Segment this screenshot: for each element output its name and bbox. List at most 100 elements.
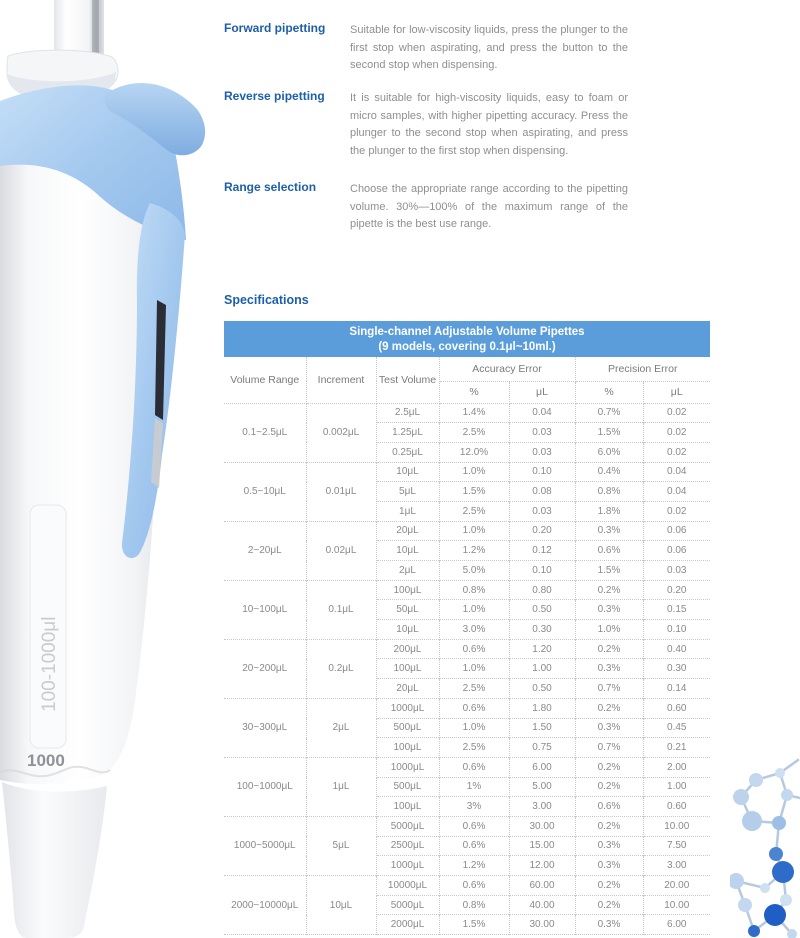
precision-pct-cell: 0.7% — [575, 678, 644, 699]
accuracy-pct-cell: 1.5% — [439, 914, 510, 935]
precision-pct-cell: 0.2% — [575, 579, 644, 600]
precision-ul-cell: 10.00 — [643, 815, 710, 837]
precision-pct-cell: 0.6% — [575, 540, 644, 561]
increment-cell: 0.02μL — [306, 520, 377, 581]
accuracy-pct-cell: 1.0% — [439, 520, 510, 541]
test-volume-cell: 5μL — [376, 481, 440, 502]
precision-pct-cell: 0.8% — [575, 481, 644, 502]
accuracy-ul-cell: 0.50 — [509, 678, 576, 699]
accuracy-ul-cell: 30.00 — [509, 914, 576, 935]
table-row: 100μL 2.5% 0.75 0.7% 0.21 — [224, 737, 710, 758]
table-row: 100μL 3% 3.00 0.6% 0.60 — [224, 796, 710, 817]
table-row: 1000~5000μL 5μL 5000μL 0.6% 30.00 0.2% 10.00 — [224, 815, 710, 876]
accuracy-pct-cell: 1.0% — [439, 599, 510, 620]
precision-pct-cell: 0.2% — [575, 756, 644, 778]
accuracy-ul-cell: 1.20 — [509, 638, 576, 659]
accuracy-pct-cell: 3.0% — [439, 619, 510, 640]
spec-table-grid: Volume Range Increment Test Volume Accur… — [224, 357, 710, 936]
precision-ul-cell: 0.02 — [643, 441, 710, 463]
accuracy-ul-cell: 0.03 — [509, 422, 576, 443]
precision-ul-cell: 0.02 — [643, 422, 710, 443]
accuracy-pct-cell: 0.6% — [439, 875, 510, 896]
volume-range-cell: 1000~5000μL — [224, 815, 307, 876]
accuracy-pct-cell: 5.0% — [439, 560, 510, 581]
precision-ul-cell: 6.00 — [643, 914, 710, 935]
precision-pct-cell: 0.6% — [575, 796, 644, 817]
accuracy-pct-cell: 0.8% — [439, 894, 510, 915]
accuracy-ul-cell: 0.04 — [509, 402, 576, 423]
molecule-atoms — [730, 768, 797, 938]
precision-ul-cell: 0.60 — [643, 697, 710, 718]
accuracy-pct-cell: 2.5% — [439, 737, 510, 758]
table-row: 0.5~10μL 0.01μL 10μL 1.0% 0.10 0.4% 0.04 — [224, 461, 710, 522]
subheader-precision-pct: % — [575, 381, 644, 404]
precision-ul-cell: 0.20 — [643, 579, 710, 600]
precision-ul-cell: 0.02 — [643, 402, 710, 423]
spec-table-body: 0.1~2.5μL 0.002μL 2.5μL 1.4% 0.04 0.7% 0.02 1.2… — [224, 402, 710, 935]
table-row: 0.1~2.5μL 0.002μL 2.5μL 1.4% 0.04 0.7% 0.02 — [224, 402, 710, 463]
accuracy-pct-cell: 1.0% — [439, 461, 510, 482]
feature-text: Choose the appropriate range according t… — [350, 183, 628, 230]
subheader-precision-ul: μL — [643, 381, 710, 404]
test-volume-cell: 5000μL — [376, 894, 440, 915]
test-volume-cell: 5000μL — [376, 815, 440, 837]
accuracy-ul-cell: 12.00 — [509, 855, 576, 876]
test-volume-cell: 2000μL — [376, 914, 440, 935]
increment-cell: 0.1μL — [306, 579, 377, 640]
precision-ul-cell: 0.03 — [643, 560, 710, 581]
precision-pct-cell: 0.3% — [575, 717, 644, 738]
increment-cell: 1μL — [306, 756, 377, 817]
precision-pct-cell: 1.8% — [575, 500, 644, 522]
pipette-hook — [104, 83, 206, 156]
precision-pct-cell: 0.7% — [575, 737, 644, 758]
precision-ul-cell: 0.30 — [643, 658, 710, 679]
specifications-heading: Specifications — [224, 293, 309, 307]
test-volume-cell: 10μL — [376, 619, 440, 640]
accuracy-ul-cell: 0.20 — [509, 520, 576, 541]
precision-pct-cell: 6.0% — [575, 441, 644, 463]
accuracy-ul-cell: 5.00 — [509, 776, 576, 797]
pipette-body-seam — [0, 765, 111, 778]
table-row: 100~1000μL 1μL 1000μL 0.6% 6.00 0.2% 2.00 — [224, 756, 710, 817]
accuracy-ul-cell: 0.12 — [509, 540, 576, 561]
spec-table-title: Single-channel Adjustable Volume Pipette… — [224, 321, 710, 357]
precision-pct-cell: 0.2% — [575, 815, 644, 837]
table-row: 2500μL 0.6% 15.00 0.3% 7.50 — [224, 835, 710, 856]
test-volume-cell: 100μL — [376, 737, 440, 758]
precision-ul-cell: 3.00 — [643, 855, 710, 876]
increment-cell: 0.01μL — [306, 461, 377, 522]
volume-range-cell: 0.5~10μL — [224, 461, 307, 522]
precision-ul-cell: 0.10 — [643, 619, 710, 640]
volume-range-cell: 0.1~2.5μL — [224, 402, 307, 463]
accuracy-ul-cell: 0.30 — [509, 619, 576, 640]
accuracy-ul-cell: 0.03 — [509, 500, 576, 522]
pipette-image: 100-1000μl 1000 — [0, 0, 206, 938]
accuracy-ul-cell: 6.00 — [509, 756, 576, 778]
precision-ul-cell: 0.04 — [643, 461, 710, 482]
accuracy-ul-cell: 30.00 — [509, 815, 576, 837]
precision-pct-cell: 0.2% — [575, 894, 644, 915]
precision-pct-cell: 1.5% — [575, 560, 644, 581]
test-volume-cell: 100μL — [376, 658, 440, 679]
pipette-blue-strip — [121, 203, 185, 559]
accuracy-pct-cell: 1.2% — [439, 540, 510, 561]
spec-table-title-line2: (9 models, covering 0.1μl~10ml.) — [378, 340, 556, 353]
volume-range-cell: 100~1000μL — [224, 756, 307, 817]
test-volume-cell: 1000μL — [376, 756, 440, 778]
spec-table: Single-channel Adjustable Volume Pipette… — [224, 321, 710, 936]
test-volume-cell: 2.5μL — [376, 402, 440, 423]
feature-label: Range selection — [224, 180, 317, 194]
subheader-accuracy-ul: μL — [509, 381, 576, 404]
test-volume-cell: 500μL — [376, 776, 440, 797]
table-row: 5μL 1.5% 0.08 0.8% 0.04 — [224, 481, 710, 502]
accuracy-pct-cell: 2.5% — [439, 500, 510, 522]
pipette-window-trim — [151, 418, 163, 488]
precision-ul-cell: 0.60 — [643, 796, 710, 817]
volume-range-cell: 2000~10000μL — [224, 874, 307, 935]
precision-ul-cell: 0.15 — [643, 599, 710, 620]
table-row: 30~300μL 2μL 1000μL 0.6% 1.80 0.2% 0.60 — [224, 697, 710, 758]
test-volume-cell: 0.25μL — [376, 441, 440, 463]
volume-range-cell: 20~200μL — [224, 638, 307, 699]
test-volume-cell: 200μL — [376, 638, 440, 659]
col-header-precision-error: Precision Error — [575, 357, 710, 382]
